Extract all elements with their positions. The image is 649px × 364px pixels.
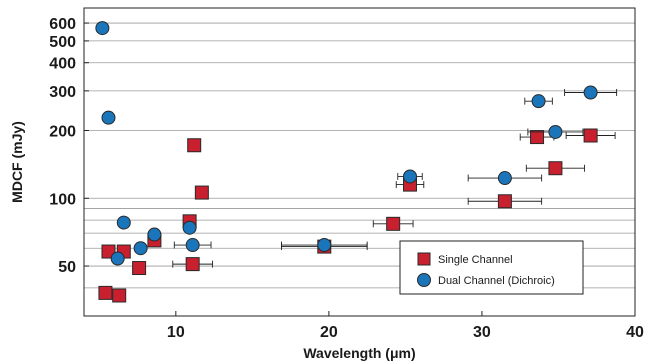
x-tick-label: 30 — [473, 324, 491, 341]
legend-box — [399, 240, 584, 295]
data-point-square — [187, 138, 202, 153]
data-point-square — [101, 244, 116, 259]
series-layer — [95, 21, 618, 303]
data-point-circle — [497, 171, 512, 186]
data-point-square — [497, 194, 512, 209]
data-point-square — [530, 130, 545, 145]
y-tick-label: 300 — [49, 84, 76, 101]
y-tick-label: 50 — [58, 259, 76, 276]
data-point-circle — [182, 220, 197, 235]
x-axis-title: Wavelength (μm) — [303, 345, 415, 361]
data-point-circle — [147, 227, 162, 242]
data-point-square — [185, 257, 200, 272]
data-point-square — [386, 216, 401, 231]
x-tick-label: 40 — [626, 324, 644, 341]
x-tick-label: 10 — [167, 324, 185, 341]
legend-marker-single-channel — [417, 252, 431, 266]
series-dual-channel — [95, 21, 618, 266]
data-point-circle — [317, 238, 332, 253]
grid-layer — [84, 22, 635, 289]
data-point-square — [112, 288, 127, 303]
data-point-circle — [116, 215, 131, 230]
y-axis-title: MDCF (mJy) — [9, 121, 25, 203]
legend-label-single-channel: Single Channel — [438, 254, 513, 266]
data-point-square — [583, 128, 598, 143]
data-point-circle — [403, 169, 418, 184]
data-point-circle — [531, 94, 546, 109]
x-tick-label: 20 — [320, 324, 338, 341]
legend-label-dual-channel: Dual Channel (Dichroic) — [438, 275, 555, 287]
data-point-circle — [133, 241, 148, 256]
data-point-circle — [110, 251, 125, 266]
legend: Single Channel Dual Channel (Dichroic) — [399, 240, 584, 295]
data-point-circle — [548, 124, 563, 139]
data-point-square — [194, 185, 209, 200]
y-tick-label: 600 — [49, 16, 76, 33]
y-tick-label: 400 — [49, 56, 76, 73]
data-point-circle — [95, 21, 110, 36]
data-point-circle — [101, 110, 116, 125]
y-tick-label: 500 — [49, 34, 76, 51]
y-tick-label: 200 — [49, 123, 76, 140]
data-point-square — [132, 261, 147, 276]
data-point-square — [98, 285, 113, 300]
legend-marker-dual-channel — [417, 273, 431, 287]
data-point-circle — [583, 85, 598, 100]
data-point-square — [548, 161, 563, 176]
y-tick-label: 100 — [49, 191, 76, 208]
plot-frame — [83, 7, 636, 317]
data-point-circle — [185, 238, 200, 253]
